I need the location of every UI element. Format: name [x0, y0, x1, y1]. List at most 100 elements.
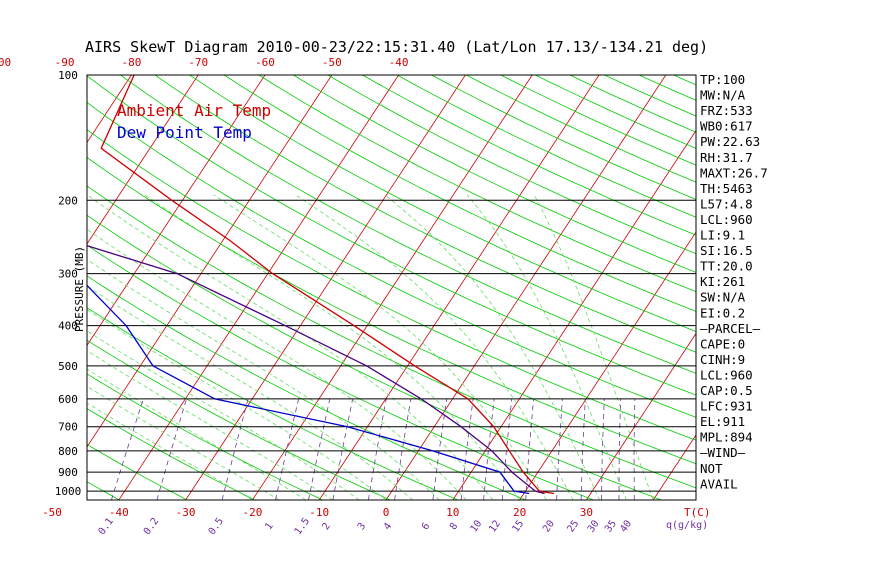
- index-entry: AVAIL: [700, 476, 738, 491]
- isotherm-line: [0, 75, 65, 500]
- index-entry: LCL:960: [700, 367, 753, 382]
- dry-adiabat-line: [0, 75, 119, 500]
- mixing-ratio-line: [333, 399, 353, 500]
- mixing-ratio-tick-label: 3: [356, 521, 368, 532]
- dry-adiabat-line: [363, 75, 870, 500]
- index-entry: CINH:9: [700, 352, 745, 367]
- index-entry: RH:31.7: [700, 150, 753, 165]
- mixing-ratio-line: [581, 399, 585, 500]
- pressure-tick-label: 600: [58, 393, 78, 406]
- mixing-ratio-tick-label: 0.5: [207, 516, 226, 537]
- index-entry: TT:20.0: [700, 259, 753, 274]
- dry-adiabat-line: [466, 75, 870, 500]
- pressure-tick-label: 200: [58, 194, 78, 207]
- stability-indices: TP:100MW:N/AFRZ:533WB0:617PW:22.63RH:31.…: [700, 72, 768, 491]
- index-entry: EI:0.2: [700, 305, 745, 320]
- pressure-tick-label: 900: [58, 466, 78, 479]
- dry-adiabat-line: [155, 75, 870, 500]
- mixing-ratio-tick-label: 0.2: [142, 516, 161, 537]
- mixing-ratio-tick-label: 35: [603, 518, 619, 534]
- axis-ticks: 1002003004005006007008009001000-120-110-…: [0, 56, 711, 537]
- mixing-ratio-line: [602, 399, 605, 500]
- index-entry: EL:911: [700, 414, 745, 429]
- mixing-ratio-tick-label: 4: [382, 521, 394, 532]
- mixing-ratio-tick-label: 25: [566, 518, 582, 534]
- dry-adiabat-line: [328, 75, 870, 500]
- mixing-ratio-tick-label: 2: [320, 521, 332, 532]
- moist-adiabat-line: [144, 195, 519, 500]
- y-axis-label: PRESSURE (MB): [73, 246, 86, 332]
- isotherm-line: [787, 75, 870, 500]
- bottom-temp-tick-label: -40: [109, 506, 129, 519]
- bottom-temp-tick-label: 10: [446, 506, 459, 519]
- top-temp-tick-label: -50: [322, 56, 342, 69]
- moist-adiabat-line: [534, 195, 653, 500]
- index-entry: WB0:617: [700, 119, 753, 134]
- mixing-ratio-tick-label: 20: [541, 518, 557, 534]
- index-entry: NOT: [700, 461, 723, 476]
- top-temp-tick-label: -80: [121, 56, 141, 69]
- mixing-ratio-line: [111, 399, 143, 500]
- legend-dew-point-temp: Dew Point Temp: [117, 123, 252, 142]
- mixing-ratio-label: q(g/kg): [666, 520, 708, 531]
- mixing-ratio-line: [557, 399, 563, 500]
- mixing-ratio-line: [634, 399, 635, 500]
- dry-adiabat-line: [224, 75, 870, 500]
- moist-adiabat-line: [0, 195, 279, 500]
- bottom-temp-tick-label: 20: [513, 506, 526, 519]
- dry-adiabat-line: [190, 75, 870, 500]
- index-entry: SW:N/A: [700, 290, 746, 305]
- top-temp-tick-label: -100: [0, 56, 11, 69]
- bottom-temp-tick-label: 0: [383, 506, 390, 519]
- isotherm-line: [319, 75, 599, 500]
- index-entry: KI:261: [700, 274, 745, 289]
- index-entry: MW:N/A: [700, 88, 746, 103]
- index-entry: —WIND—: [700, 445, 746, 460]
- index-entry: MPL:894: [700, 430, 753, 445]
- mixing-ratio-line: [368, 399, 386, 500]
- isotherm-line: [453, 75, 733, 500]
- x-axis-label: T(C): [684, 506, 711, 519]
- index-entry: CAPE:0: [700, 336, 745, 351]
- index-entry: L57:4.8: [700, 196, 753, 211]
- index-entry: FRZ:533: [700, 103, 753, 118]
- mixing-ratio-tick-label: 15: [510, 518, 526, 534]
- mixing-ratio-line: [433, 399, 447, 500]
- bottom-temp-tick-label: -10: [309, 506, 329, 519]
- index-entry: LCL:960: [700, 212, 753, 227]
- isotherm-line: [0, 75, 131, 500]
- top-temp-tick-label: -60: [255, 56, 275, 69]
- mixing-ratio-tick-label: 12: [487, 519, 503, 535]
- mixing-ratio-tick-label: 10: [469, 518, 485, 534]
- index-entry: LI:9.1: [700, 228, 745, 243]
- dry-adiabat-line: [0, 75, 52, 500]
- index-entry: MAXT:26.7: [700, 165, 768, 180]
- index-entry: TH:5463: [700, 181, 753, 196]
- top-temp-tick-label: -90: [55, 56, 75, 69]
- mixing-ratio-tick-label: 0.1: [97, 516, 116, 537]
- index-entry: LFC:931: [700, 399, 753, 414]
- pressure-tick-label: 700: [58, 421, 78, 434]
- mixing-ratio-tick-label: 8: [448, 521, 460, 532]
- chart-title: AIRS SkewT Diagram 2010-00-23/22:15:31.4…: [85, 38, 708, 56]
- pressure-tick-label: 1000: [55, 485, 82, 498]
- mixing-ratio-tick-label: 6: [420, 521, 432, 532]
- mixing-ratio-tick-label: 1.5: [293, 516, 312, 537]
- moist-adiabat-line: [214, 195, 547, 500]
- pressure-tick-label: 500: [58, 360, 78, 373]
- bottom-temp-tick-label: -20: [242, 506, 262, 519]
- index-entry: PW:22.63: [700, 134, 760, 149]
- bottom-temp-tick-label: 30: [580, 506, 593, 519]
- pressure-tick-label: 100: [58, 69, 78, 82]
- dry-adiabat-line: [432, 75, 870, 500]
- dry-adiabat-line: [259, 75, 870, 500]
- index-entry: SI:16.5: [700, 243, 753, 258]
- mixing-ratio-tick-label: 40: [618, 518, 634, 534]
- index-entry: CAP:0.5: [700, 383, 753, 398]
- mixing-ratio-tick-label: 30: [586, 518, 602, 534]
- dry-adiabat-line: [777, 75, 870, 500]
- dry-adiabat-line: [743, 75, 870, 500]
- bottom-temp-tick-label: -30: [176, 506, 196, 519]
